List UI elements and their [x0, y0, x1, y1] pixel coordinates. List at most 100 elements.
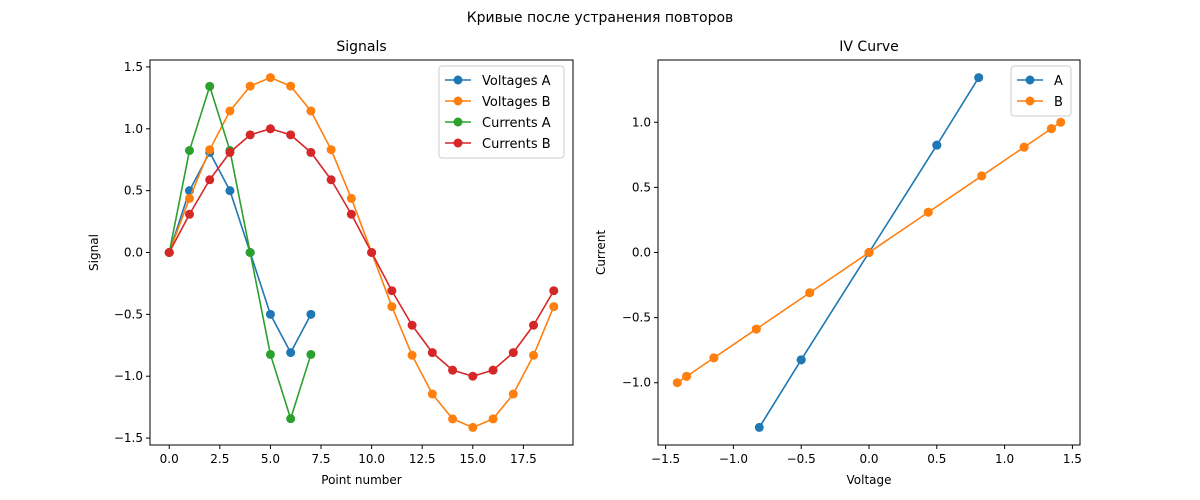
data-point-currents-b [205, 175, 215, 185]
x-tick-label: 0.0 [859, 452, 878, 466]
data-point-b [1046, 124, 1056, 134]
data-point-currents-b [225, 147, 235, 157]
data-point-currents-b [448, 365, 458, 375]
data-point-currents-b [326, 175, 336, 185]
data-point-currents-a [245, 248, 255, 257]
data-point-voltages-a [265, 309, 275, 319]
data-point-currents-a [205, 81, 215, 91]
y-axis-label: Signal [87, 234, 101, 271]
data-point-currents-b [529, 320, 539, 330]
series-line-voltages-a [168, 151, 312, 354]
data-point-voltages-a [286, 348, 296, 358]
legend-frame [438, 65, 565, 159]
data-point-currents-a [265, 349, 275, 359]
data-point-b [977, 171, 987, 181]
data-point-voltages-b [529, 350, 539, 360]
x-tick-label: 7.5 [311, 452, 330, 466]
data-point-currents-b [468, 371, 478, 381]
y-tick-label: 0.5 [124, 184, 143, 198]
x-tick-label: 1.0 [995, 452, 1014, 466]
data-point-voltages-b [508, 389, 518, 399]
data-point-voltages-b [184, 193, 194, 203]
data-point-b [805, 288, 815, 298]
data-point-currents-b [407, 320, 417, 330]
legend-label: Voltages A [482, 74, 551, 89]
y-tick-label: −0.5 [114, 307, 143, 321]
data-point-currents-b [488, 365, 498, 375]
data-point-currents-b [306, 147, 316, 157]
data-point-voltages-b [488, 414, 498, 424]
y-tick-label: 0.0 [632, 246, 651, 260]
figure-suptitle: Кривые после устранения повторов [467, 10, 734, 26]
data-point-currents-b [286, 130, 296, 140]
y-tick-label: −0.5 [622, 311, 651, 325]
data-point-b [864, 248, 874, 257]
data-point-voltages-b [326, 145, 336, 155]
data-point-b [1019, 142, 1029, 152]
data-point-currents-a [184, 146, 194, 156]
x-tick-label: 17.5 [510, 452, 537, 466]
x-tick-label: −1.5 [651, 452, 680, 466]
data-point-voltages-b [448, 414, 458, 424]
legend-marker [1025, 96, 1035, 106]
legend-marker [453, 117, 463, 127]
x-tick-label: 5.0 [261, 452, 280, 466]
data-point-currents-b [346, 209, 356, 219]
x-tick-label: −1.0 [719, 452, 748, 466]
data-point-voltages-b [346, 193, 356, 203]
data-point-currents-b [164, 248, 174, 257]
x-axis-label: Voltage [846, 473, 891, 487]
data-point-currents-b [245, 130, 255, 140]
data-point-a [932, 140, 942, 150]
legend-label: Currents A [482, 116, 551, 131]
data-point-voltages-b [286, 81, 296, 91]
x-tick-label: 0.5 [927, 452, 946, 466]
data-point-voltages-b [205, 145, 215, 155]
legend-marker [453, 138, 463, 148]
x-tick-label: 2.5 [210, 452, 229, 466]
legend-marker [453, 96, 463, 106]
legend-label: B [1054, 95, 1063, 110]
legend: AB [1010, 65, 1072, 117]
data-point-voltages-b [265, 73, 275, 83]
data-point-currents-b [265, 124, 275, 134]
data-point-voltages-a [306, 309, 316, 319]
data-point-b [672, 378, 682, 388]
data-point-currents-b [387, 286, 397, 296]
data-point-currents-b [184, 209, 194, 219]
y-tick-label: 1.5 [124, 60, 143, 74]
axes-title: Signals [336, 39, 386, 55]
y-tick-label: 0.0 [124, 246, 143, 260]
data-point-a [974, 73, 984, 83]
y-tick-label: 1.0 [632, 115, 651, 129]
x-tick-label: 10.0 [358, 452, 385, 466]
y-tick-label: −1.5 [114, 431, 143, 445]
y-tick-label: −1.0 [114, 369, 143, 383]
legend-marker [453, 75, 463, 85]
data-point-voltages-b [407, 350, 417, 360]
data-point-currents-b [508, 348, 518, 358]
signals-axes: 0.0 2.5 5.0 7.5 10.0 12.5 15.0 17.5 −1.5 −1.0 −0.5… [87, 39, 574, 487]
series-line-currents-a [168, 85, 312, 420]
legend: Voltages A Voltages B Currents A Currents B [438, 65, 565, 159]
legend-marker [1025, 75, 1035, 85]
data-point-b [1056, 117, 1066, 127]
x-axis-label: Point number [321, 473, 402, 487]
data-point-b [923, 207, 933, 217]
data-point-voltages-b [306, 106, 316, 116]
data-point-a [796, 355, 806, 365]
data-point-currents-a [306, 349, 316, 359]
y-tick-label: −1.0 [622, 376, 651, 390]
iv-curve-axes: −1.5 −1.0 −0.5 0.0 0.5 1.0 1.5 −1.0 −0.5 0.0 0.5 1.… [594, 39, 1082, 487]
data-point-currents-a [286, 414, 296, 424]
series-line-a [758, 76, 980, 429]
data-point-a [754, 422, 764, 432]
axes-title: IV Curve [839, 39, 898, 55]
x-tick-label: −0.5 [787, 452, 816, 466]
series-line-currents-b [168, 127, 555, 378]
y-axis-label: Current [594, 230, 608, 275]
data-point-voltages-b [245, 81, 255, 91]
x-tick-label: 1.5 [1063, 452, 1082, 466]
data-point-voltages-b [225, 106, 235, 116]
